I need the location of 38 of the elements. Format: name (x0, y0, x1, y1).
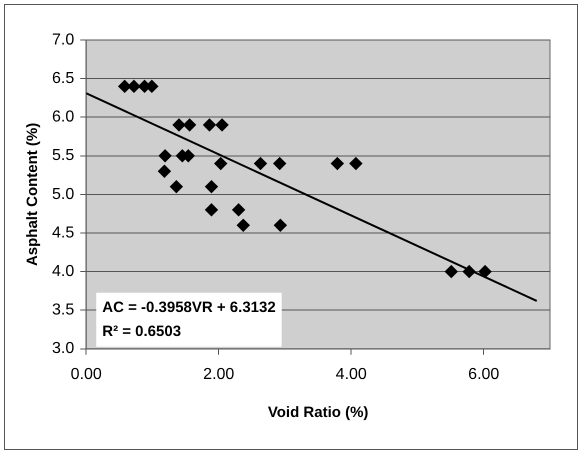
point (478, 265, 492, 278)
point (444, 265, 458, 278)
y-tick-label: 5.0 (52, 186, 74, 203)
annotation: AC = -0.3958VR + 6.3132 (102, 298, 276, 316)
y-tick-label: 3.5 (52, 302, 74, 319)
point (170, 180, 183, 194)
point (204, 203, 218, 216)
annotation: R² = 0.6503 (102, 322, 182, 340)
x-tick-label: 0.00 (70, 366, 102, 383)
point (349, 157, 362, 170)
point (158, 164, 171, 178)
y-tick-label: 3.0 (52, 340, 74, 358)
y-tick-label: 6.0 (52, 108, 74, 126)
y-tick-label: 4.5 (52, 224, 74, 242)
point (118, 80, 132, 93)
x-axis-title: Void Ratio (%) (268, 404, 368, 422)
point (273, 157, 286, 170)
point (236, 218, 250, 232)
x-tick-label: 4.00 (336, 366, 367, 383)
y-tick-label: 7.0 (52, 31, 74, 48)
point (216, 118, 229, 132)
y-tick-label: 5.5 (52, 147, 74, 164)
y-tick-label: 4.0 (52, 263, 74, 280)
point (232, 203, 246, 216)
point (254, 157, 267, 170)
point (214, 157, 228, 170)
x-tick-label: 2.00 (203, 366, 234, 383)
point (274, 218, 287, 232)
point (127, 80, 140, 93)
point (202, 118, 216, 132)
point (172, 118, 186, 132)
point (158, 149, 172, 162)
point (330, 157, 344, 170)
x-tick-label: 6.00 (468, 366, 500, 383)
point (204, 180, 218, 194)
y-axis-title: Asphalt Content (%) (24, 122, 42, 266)
y-tick-label: 6.5 (52, 70, 74, 88)
point (183, 118, 196, 132)
